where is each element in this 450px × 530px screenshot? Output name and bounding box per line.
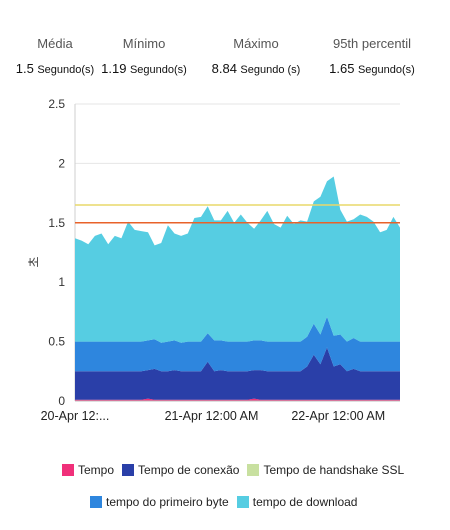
y-tick-label: 1.5	[48, 216, 65, 230]
stat-maximum-label: Máximo	[233, 36, 279, 51]
summary-stats: Média 1.5 Segundo(s) Mínimo 1.19 Segundo…	[0, 36, 450, 80]
y-tick-label: 2.5	[48, 97, 65, 111]
stat-average-value: 1.5 Segundo(s)	[0, 61, 110, 76]
stat-maximum-value: 8.84 Segundo (s)	[201, 61, 311, 76]
stat-maximum-unit: Segundo (s)	[240, 64, 301, 76]
legend-item-first-byte[interactable]: tempo do primeiro byte	[90, 495, 229, 509]
legend-label-conexao: Tempo de conexão	[138, 463, 240, 477]
stat-percentile: 95th percentil 1.65 Segundo(s)	[317, 36, 427, 76]
x-tick-label: 20-Apr 12:...	[41, 409, 110, 423]
legend-swatch-first-byte	[90, 496, 102, 508]
legend-item-ssl[interactable]: Tempo de handshake SSL	[247, 463, 404, 477]
stat-percentile-label: 95th percentil	[332, 36, 412, 51]
stat-percentile-value: 1.65 Segundo(s)	[317, 61, 427, 76]
stat-minimum: Mínimo 1.19 Segundo(s)	[89, 36, 199, 76]
legend-swatch-ssl	[247, 464, 260, 476]
area-series-4	[75, 176, 400, 343]
y-tick-label: 0	[58, 394, 65, 408]
legend-item-tempo[interactable]: Tempo	[62, 463, 114, 477]
stat-average-unit: Segundo(s)	[37, 64, 95, 76]
area-series-3	[75, 316, 400, 372]
legend-row-1: Tempo Tempo de conexão Tempo de handshak…	[62, 463, 412, 477]
legend-label-download: tempo de download	[252, 495, 358, 509]
stat-percentile-number: 1.65	[329, 61, 355, 76]
legend-swatch-conexao	[122, 464, 135, 476]
stat-minimum-label: Mínimo	[122, 36, 166, 51]
y-tick-label: 0.5	[48, 335, 65, 349]
legend-row-2: tempo do primeiro byte tempo de download	[90, 495, 365, 509]
x-tick-label: 21-Apr 12:00 AM	[165, 409, 259, 423]
stat-minimum-unit: Segundo(s)	[129, 64, 187, 76]
legend-label-first-byte: tempo do primeiro byte	[106, 495, 229, 509]
stat-average-label: Média	[37, 36, 73, 51]
y-tick-label: 1	[58, 275, 65, 289]
stat-maximum-number: 8.84	[211, 61, 237, 76]
legend-label-tempo: Tempo	[78, 463, 115, 477]
legend-item-conexao[interactable]: Tempo de conexão	[122, 463, 239, 477]
stat-average-number: 1.5	[15, 61, 34, 76]
legend-swatch-download	[236, 496, 249, 508]
legend-label-ssl: Tempo de handshake SSL	[263, 463, 405, 477]
legend-swatch-tempo	[62, 464, 74, 476]
stat-minimum-value: 1.19 Segundo(s)	[89, 61, 199, 76]
stat-minimum-number: 1.19	[101, 61, 127, 76]
y-tick-label: 2	[58, 156, 65, 170]
stat-percentile-unit: Segundo(s)	[357, 64, 415, 76]
response-time-chart: 0 0.5 1 1.5 2 2.5 20-Apr 12:... 21-Apr 12:00 AM…	[27, 97, 400, 423]
x-tick-label: 22-Apr 12:00 AM	[291, 409, 385, 423]
legend-item-download[interactable]: tempo de download	[236, 495, 358, 509]
y-axis-label: 초	[27, 256, 41, 267]
stat-maximum: Máximo 8.84 Segundo (s)	[201, 36, 311, 76]
area-series-1	[75, 347, 400, 400]
stat-average: Média 1.5 Segundo(s)	[0, 36, 110, 76]
